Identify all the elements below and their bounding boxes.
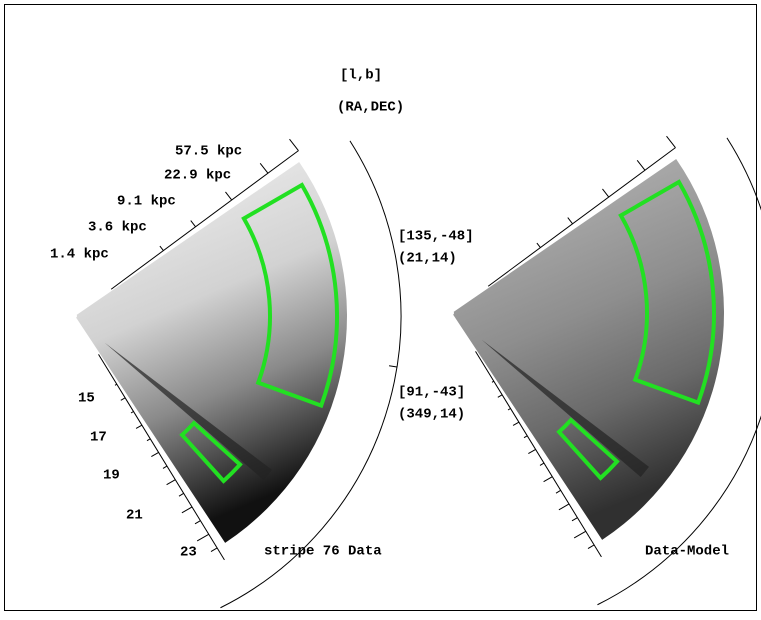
- selection-box: [556, 417, 620, 481]
- selection-box: [241, 182, 339, 409]
- tick: [602, 188, 610, 198]
- tick: [181, 506, 193, 514]
- magnitude-label: 15: [78, 391, 95, 407]
- distance-label: 1.4 kpc: [50, 247, 109, 263]
- distance-label: 3.6 kpc: [88, 220, 147, 236]
- tick: [389, 365, 398, 368]
- stream: [104, 342, 273, 481]
- magnitude-label: 17: [90, 430, 107, 446]
- stream: [481, 339, 650, 478]
- tick: [573, 530, 587, 539]
- tick: [225, 191, 233, 201]
- tick: [666, 135, 676, 148]
- tick: [555, 489, 561, 494]
- tick: [512, 421, 520, 426]
- tick: [194, 520, 201, 525]
- tick: [196, 533, 210, 542]
- edge-galactic: [135,-48]: [398, 229, 474, 245]
- tick: [539, 462, 545, 466]
- edge-line: [98, 354, 225, 561]
- tick: [135, 424, 143, 429]
- tick: [543, 476, 553, 483]
- tick: [587, 544, 595, 549]
- edge-galactic: [91,-43]: [398, 385, 465, 401]
- tick: [289, 138, 299, 151]
- distance-label: 57.5 kpc: [175, 144, 242, 160]
- tick: [146, 438, 151, 442]
- tick: [166, 479, 176, 486]
- tick: [528, 448, 536, 455]
- edge-equatorial: (349,14): [398, 407, 465, 423]
- distance-label: 22.9 kpc: [164, 168, 231, 184]
- density-wedge: [453, 158, 724, 540]
- tick: [114, 383, 118, 386]
- distance-label: 9.1 kpc: [117, 194, 176, 210]
- equatorial-header: (RA,DEC): [337, 100, 404, 116]
- density-wedge: [76, 161, 347, 543]
- edge-equatorial: (21,14): [398, 251, 457, 267]
- edge-line: [110, 150, 299, 290]
- magnitude-label: 19: [103, 468, 120, 484]
- galactic-header: [l,b]: [340, 68, 382, 84]
- tick: [130, 411, 134, 414]
- outer-arc: [597, 137, 761, 606]
- tick: [190, 220, 196, 228]
- tick: [497, 394, 503, 398]
- selection-box: [618, 179, 716, 406]
- tick: [162, 465, 168, 469]
- edge-line: [487, 147, 676, 287]
- panel-caption: stripe 76 Data: [264, 544, 382, 560]
- tick: [159, 245, 164, 251]
- tick: [491, 380, 495, 383]
- tick: [151, 451, 159, 458]
- tick: [178, 492, 184, 497]
- tick: [571, 517, 578, 522]
- wedges: [76, 135, 761, 609]
- magnitude-label: 23: [180, 545, 197, 561]
- panel-caption: Data-Model: [645, 544, 729, 560]
- tick: [558, 503, 570, 511]
- tick: [536, 242, 541, 248]
- edge-line: [475, 351, 602, 558]
- selection-box: [179, 420, 243, 484]
- tick: [636, 160, 646, 171]
- frame: [4, 4, 757, 611]
- magnitude-label: 21: [126, 508, 143, 524]
- tick: [210, 547, 218, 552]
- tick: [259, 163, 269, 174]
- tick: [507, 408, 511, 411]
- tick: [567, 217, 573, 225]
- tick: [523, 435, 528, 439]
- outer-arc: [220, 140, 402, 609]
- tick: [120, 397, 126, 401]
